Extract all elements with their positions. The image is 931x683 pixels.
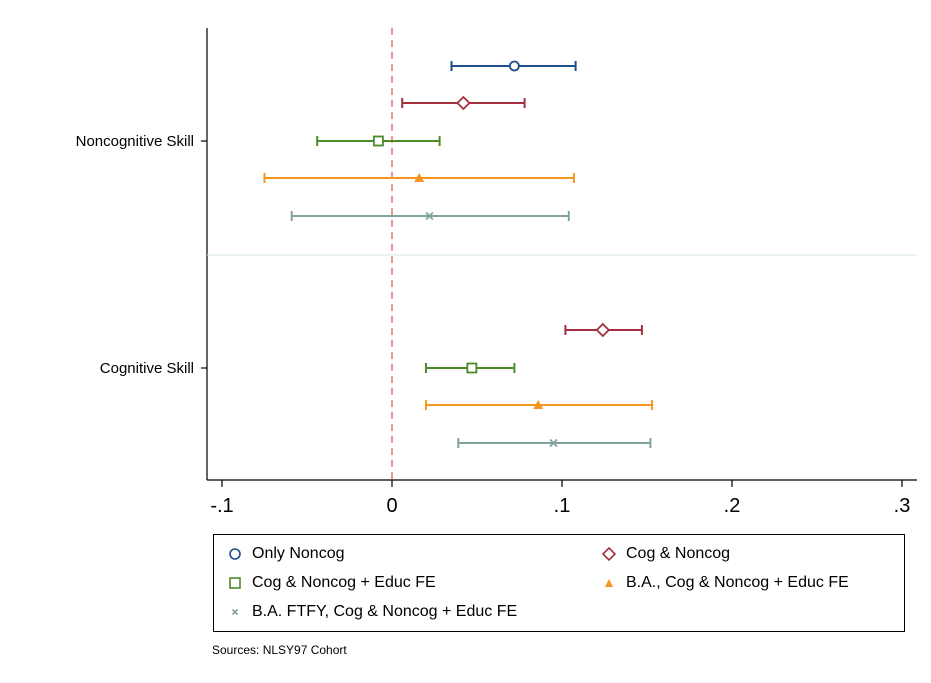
source-note: Sources: NLSY97 Cohort bbox=[212, 643, 347, 657]
y-category-label: Cognitive Skill bbox=[100, 360, 194, 377]
legend-item-cog-noncog-educ-fe: Cog & Noncog + Educ FE bbox=[226, 574, 436, 592]
legend-label: B.A. FTFY, Cog & Noncog + Educ FE bbox=[252, 603, 518, 620]
diamond-marker-icon bbox=[600, 545, 618, 563]
x-marker-icon bbox=[226, 603, 244, 621]
triangle-marker-icon bbox=[600, 574, 618, 592]
legend-item-cog-noncog: Cog & Noncog bbox=[600, 545, 730, 563]
legend-label: Only Noncog bbox=[252, 545, 345, 562]
square-marker-icon bbox=[226, 574, 244, 592]
point-estimate bbox=[595, 322, 611, 338]
legend-label: Cog & Noncog bbox=[626, 545, 731, 562]
legend-item-ba-cog-noncog-educ-fe: B.A., Cog & Noncog + Educ FE bbox=[600, 574, 849, 592]
point-estimate bbox=[414, 173, 425, 182]
legend-item-ba-ftfy: B.A. FTFY, Cog & Noncog + Educ FE bbox=[226, 603, 517, 621]
legend-label: Cog & Noncog + Educ FE bbox=[252, 574, 436, 591]
y-category-label: Noncognitive Skill bbox=[76, 133, 194, 150]
x-tick-label: .1 bbox=[554, 495, 571, 517]
x-tick-label: .2 bbox=[724, 495, 741, 517]
point-estimate bbox=[466, 362, 478, 374]
x-tick-label: 0 bbox=[386, 495, 397, 517]
point-estimate bbox=[533, 400, 544, 409]
x-tick-label: .3 bbox=[894, 495, 911, 517]
point-estimate bbox=[372, 135, 384, 147]
legend-label: B.A., Cog & Noncog + Educ FE bbox=[626, 574, 849, 591]
x-tick-label: -.1 bbox=[210, 495, 233, 517]
point-estimate bbox=[425, 211, 434, 221]
point-estimate bbox=[509, 60, 520, 72]
point-estimate bbox=[456, 95, 471, 111]
legend-item-only-noncog: Only Noncog bbox=[226, 545, 345, 563]
point-estimate bbox=[549, 438, 558, 448]
circle-marker-icon bbox=[226, 545, 244, 563]
legend: Only Noncog Cog & Noncog Cog & Noncog + … bbox=[213, 534, 905, 632]
